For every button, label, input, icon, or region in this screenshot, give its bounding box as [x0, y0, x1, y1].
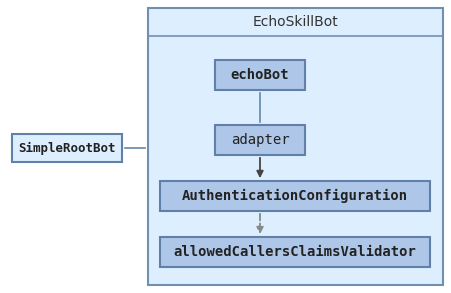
Text: EchoSkillBot: EchoSkillBot	[252, 15, 338, 29]
FancyBboxPatch shape	[160, 181, 429, 211]
Text: allowedCallersClaimsValidator: allowedCallersClaimsValidator	[173, 245, 415, 259]
Text: SimpleRootBot: SimpleRootBot	[18, 142, 115, 154]
FancyBboxPatch shape	[147, 8, 442, 285]
FancyBboxPatch shape	[215, 125, 304, 155]
Text: adapter: adapter	[230, 133, 289, 147]
FancyBboxPatch shape	[12, 134, 122, 162]
Text: echoBot: echoBot	[230, 68, 289, 82]
FancyBboxPatch shape	[215, 60, 304, 90]
Text: AuthenticationConfiguration: AuthenticationConfiguration	[182, 189, 407, 203]
FancyBboxPatch shape	[160, 237, 429, 267]
